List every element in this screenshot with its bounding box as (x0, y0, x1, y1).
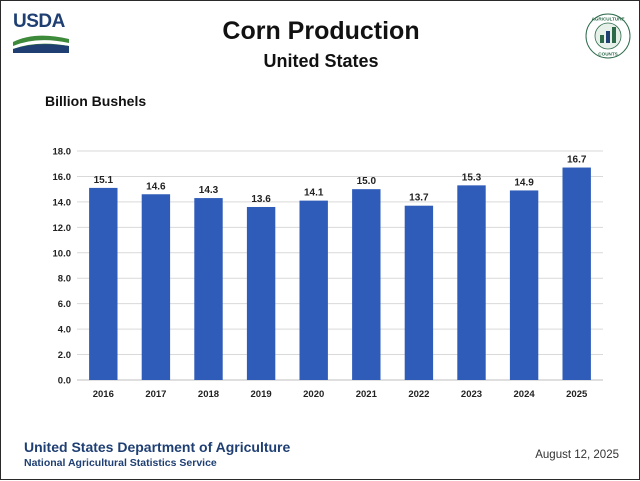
data-label-2019: 13.6 (251, 194, 271, 205)
usda-logo-text: USDA (13, 11, 65, 32)
x-tick-label: 2017 (145, 389, 166, 400)
bar-2019 (246, 206, 276, 380)
bar-2023 (457, 185, 486, 380)
y-tick-label: 4.0 (58, 325, 71, 336)
x-tick-label: 2021 (356, 389, 378, 400)
y-tick-label: 14.0 (53, 197, 72, 208)
bar-2025 (562, 167, 591, 380)
y-tick-label: 0.0 (58, 376, 71, 387)
bar-2020 (299, 200, 328, 380)
data-label-2023: 15.3 (462, 172, 482, 183)
agriculture-counts-seal: AGRICULTURE COUNTS (585, 13, 631, 59)
x-tick-label: 2025 (566, 389, 588, 400)
bar-2017 (141, 194, 171, 380)
data-label-2024: 14.9 (514, 177, 534, 188)
y-tick-label: 2.0 (58, 350, 71, 361)
data-label-2017: 14.6 (146, 181, 166, 192)
svg-text:COUNTS: COUNTS (598, 52, 617, 57)
page-title: Corn Production (222, 17, 420, 45)
release-date: August 12, 2025 (535, 449, 619, 461)
usda-swoosh-icon (13, 35, 69, 53)
usda-logo: USDA (13, 11, 69, 53)
data-label-2021: 15.0 (357, 176, 377, 187)
x-tick-label: 2020 (303, 389, 324, 400)
x-tick-label: 2023 (461, 389, 482, 400)
x-tick-label: 2016 (93, 389, 114, 400)
page-subtitle: United States (263, 51, 379, 71)
bar-2022 (404, 205, 434, 380)
x-tick-label: 2018 (198, 389, 219, 400)
data-label-2022: 13.7 (409, 193, 429, 204)
bar-2021 (352, 189, 381, 380)
bar-2024 (509, 190, 539, 380)
svg-text:AGRICULTURE: AGRICULTURE (591, 17, 624, 22)
y-axis-label: Billion Bushels (45, 93, 147, 109)
y-tick-label: 8.0 (58, 274, 71, 285)
y-tick-label: 6.0 (58, 299, 71, 310)
y-tick-label: 18.0 (53, 147, 72, 158)
y-tick-label: 16.0 (53, 172, 72, 183)
x-tick-label: 2022 (408, 389, 429, 400)
bar-2016 (89, 187, 118, 380)
y-tick-label: 10.0 (53, 248, 72, 259)
data-label-2020: 14.1 (304, 188, 324, 199)
data-label-2018: 14.3 (199, 185, 219, 196)
x-tick-label: 2024 (514, 389, 536, 400)
data-label-2025: 16.7 (567, 155, 587, 166)
data-label-2016: 15.1 (94, 175, 114, 186)
x-tick-label: 2019 (251, 389, 272, 400)
y-tick-label: 12.0 (53, 223, 72, 234)
footer-org: United States Department of Agriculture (24, 439, 291, 455)
footer-service: National Agricultural Statistics Service (24, 457, 217, 469)
bar-2018 (194, 198, 223, 380)
